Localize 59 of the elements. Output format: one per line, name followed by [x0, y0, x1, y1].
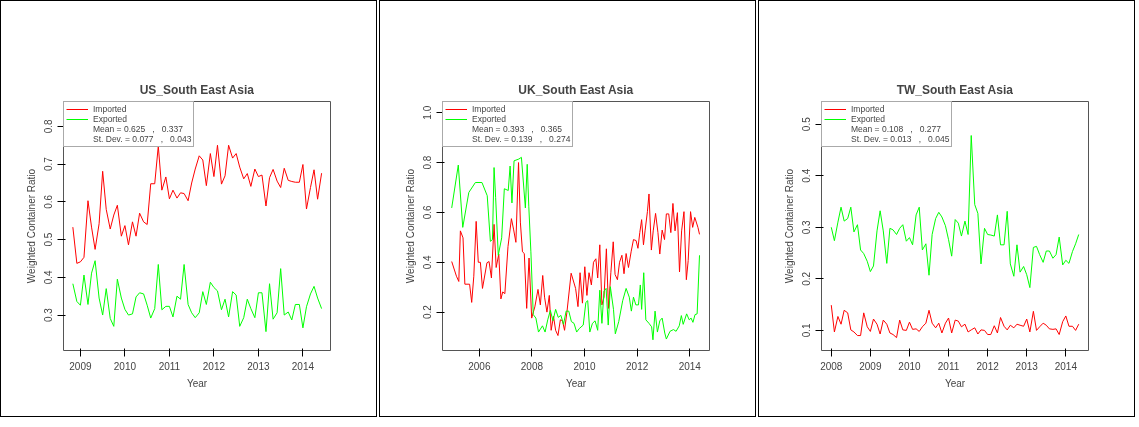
y-tick-label: 0.1 — [801, 323, 813, 338]
line-series — [72, 260, 323, 333]
x-tick-label: 2013 — [247, 360, 270, 372]
y-axis-title: Weighted Container Ratio — [404, 168, 416, 284]
x-tick-label: 2014 — [678, 360, 702, 372]
x-tick-label: 2014 — [291, 360, 315, 372]
y-axis-title: Weighted Container Ratio — [783, 168, 795, 284]
legend-label: Imported — [472, 104, 506, 114]
legend-label: Imported — [851, 104, 885, 114]
y-axis-title: Weighted Container Ratio — [25, 168, 37, 284]
x-tick-label: 2010 — [573, 360, 597, 372]
annotation: St. Dev. = 0.139 , 0.274 — [472, 134, 571, 144]
x-tick-label: 2010 — [113, 360, 137, 372]
y-tick-label: 0.6 — [43, 194, 55, 209]
annotation: Mean = 0.393 , 0.365 — [472, 124, 563, 134]
x-tick-label: 2012 — [202, 360, 226, 372]
chart-title: UK_South East Asia — [518, 82, 634, 97]
x-tick-label: 2014 — [1054, 360, 1078, 372]
line-series — [830, 135, 1080, 289]
annotation: Mean = 0.625 , 0.337 — [93, 124, 184, 134]
x-tick-label: 2008 — [820, 360, 843, 372]
x-tick-label: 2006 — [468, 360, 491, 372]
x-tick-label: 2010 — [898, 360, 922, 372]
x-axis-title: Year — [565, 377, 587, 389]
x-axis-title: Year — [186, 377, 208, 389]
x-tick-label: 2009 — [859, 360, 882, 372]
y-tick-label: 0.3 — [801, 219, 813, 235]
x-tick-label: 2009 — [69, 360, 92, 372]
y-tick-label: 0.2 — [801, 271, 813, 286]
x-tick-label: 2011 — [937, 360, 960, 372]
annotation: St. Dev. = 0.077 , 0.043 — [93, 134, 192, 144]
x-tick-label: 2012 — [626, 360, 649, 372]
legend-label: Exported — [472, 114, 507, 124]
annotation: Mean = 0.108 , 0.277 — [851, 124, 942, 134]
x-axis-title: Year — [944, 377, 966, 389]
legend-label: Exported — [93, 114, 128, 124]
annotation: St. Dev. = 0.013 , 0.045 — [851, 134, 950, 144]
x-tick-label: 2012 — [976, 360, 1000, 372]
legend-label: Exported — [851, 114, 886, 124]
y-tick-label: 0.8 — [422, 155, 434, 170]
chart-title: TW_South East Asia — [896, 82, 1014, 97]
y-tick-label: 0.2 — [422, 304, 434, 320]
x-tick-label: 2013 — [1015, 360, 1039, 372]
y-tick-label: 0.5 — [43, 232, 55, 247]
y-tick-label: 0.4 — [422, 254, 434, 270]
y-tick-label: 1.0 — [422, 105, 434, 120]
y-tick-label: 0.6 — [422, 205, 434, 220]
chart-title: US_South East Asia — [139, 82, 255, 97]
y-tick-label: 0.3 — [43, 307, 55, 322]
y-tick-label: 0.8 — [43, 119, 55, 134]
line-series — [830, 304, 1080, 339]
legend-label: Imported — [93, 104, 127, 114]
line-series — [72, 144, 323, 264]
y-tick-label: 0.7 — [43, 156, 55, 172]
y-tick-label: 0.4 — [801, 168, 813, 183]
x-tick-label: 2008 — [520, 360, 544, 372]
y-tick-label: 0.5 — [801, 116, 813, 132]
y-tick-label: 0.4 — [43, 269, 55, 285]
x-tick-label: 2011 — [158, 360, 181, 372]
